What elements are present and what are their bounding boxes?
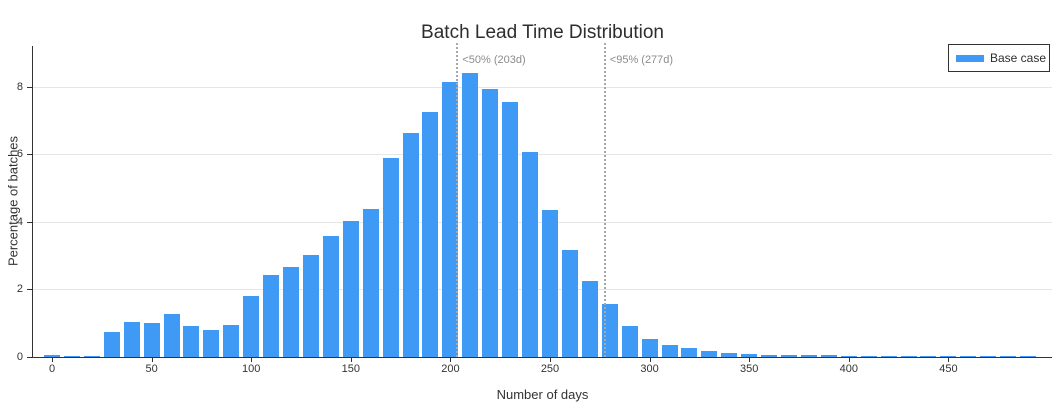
histogram-bar[interactable]: [960, 356, 977, 357]
y-tick-label: 0: [16, 351, 23, 363]
histogram-bar[interactable]: [522, 152, 539, 357]
x-tick-mark: [151, 357, 153, 362]
x-tick-label: 350: [740, 363, 759, 375]
x-tick-label: 200: [441, 363, 460, 375]
histogram-bar[interactable]: [223, 324, 240, 357]
histogram-bar[interactable]: [382, 157, 399, 357]
legend-swatch: [956, 54, 984, 62]
histogram-bar[interactable]: [83, 355, 100, 357]
histogram-bar[interactable]: [741, 354, 758, 357]
x-tick-label: 450: [939, 363, 958, 375]
histogram-bar[interactable]: [940, 356, 957, 357]
histogram-bar[interactable]: [800, 355, 817, 357]
histogram-bar[interactable]: [641, 339, 658, 357]
histogram-bar[interactable]: [422, 111, 439, 357]
y-tick-mark: [27, 357, 32, 358]
histogram-bar[interactable]: [442, 81, 459, 357]
histogram-bar[interactable]: [621, 325, 638, 357]
histogram-bar[interactable]: [820, 355, 837, 357]
y-gridline: [33, 154, 1052, 156]
x-tick-mark: [52, 357, 53, 362]
histogram-bar[interactable]: [263, 274, 280, 357]
x-tick-mark: [749, 357, 751, 362]
y-tick-mark: [27, 86, 32, 88]
histogram-bar[interactable]: [701, 351, 718, 357]
percentile-marker-line: [456, 43, 459, 357]
percentile-annotation: <95% (277d): [609, 54, 674, 66]
x-tick-label: 50: [145, 363, 158, 375]
histogram-bar[interactable]: [761, 354, 778, 357]
histogram-bar[interactable]: [44, 355, 60, 357]
x-axis-title: Number of days: [496, 387, 589, 402]
x-tick-label: 250: [540, 363, 560, 375]
histogram-bar[interactable]: [502, 101, 519, 357]
histogram-bar[interactable]: [302, 254, 319, 357]
histogram-bar[interactable]: [980, 356, 997, 357]
percentile-marker-line: [603, 43, 606, 357]
histogram-bar[interactable]: [721, 353, 738, 357]
histogram-bar[interactable]: [482, 88, 499, 357]
histogram-bar[interactable]: [1000, 356, 1017, 357]
x-tick-label: 400: [839, 363, 858, 375]
y-tick-label: 8: [16, 80, 23, 93]
y-tick-label: 2: [16, 283, 23, 296]
y-tick-mark: [27, 289, 32, 291]
histogram-bar[interactable]: [143, 323, 160, 357]
histogram-bar[interactable]: [920, 356, 937, 357]
histogram-bar[interactable]: [103, 331, 120, 357]
x-tick-label: 300: [640, 363, 659, 375]
chart-title: Batch Lead Time Distribution: [421, 22, 664, 43]
histogram-bar[interactable]: [880, 356, 897, 357]
x-tick-mark: [350, 357, 352, 362]
x-tick-mark: [450, 357, 452, 362]
histogram-bar[interactable]: [63, 355, 80, 357]
histogram-bar[interactable]: [542, 209, 558, 357]
histogram-bar[interactable]: [681, 347, 698, 357]
y-tick-label: 6: [16, 148, 23, 161]
histogram-bar[interactable]: [781, 355, 798, 357]
histogram-bar[interactable]: [203, 329, 220, 357]
histogram-bar[interactable]: [183, 325, 200, 357]
y-gridline: [33, 86, 1052, 88]
histogram-bar[interactable]: [283, 267, 300, 357]
histogram-bar[interactable]: [900, 356, 917, 357]
histogram-bar[interactable]: [840, 356, 857, 357]
histogram-bar[interactable]: [860, 356, 877, 357]
y-tick-mark: [27, 221, 32, 223]
plot-area: 0 50 100 150 200 250 300 350 400 450 0 2 4 6 8 <50% (20…: [17, 43, 1052, 375]
y-axis-title: Percentage of batches: [5, 135, 21, 267]
histogram-bar[interactable]: [581, 280, 598, 357]
y-tick-mark: [27, 154, 32, 156]
histogram-bar[interactable]: [661, 344, 678, 357]
legend-label: Base case: [990, 51, 1047, 65]
y-tick-label: 4: [16, 215, 23, 228]
percentile-annotation: <50% (203d): [462, 54, 526, 66]
x-tick-label: 150: [341, 363, 360, 375]
x-tick-label: 0: [48, 363, 56, 375]
histogram-bar[interactable]: [243, 296, 260, 357]
x-tick-mark: [251, 357, 253, 362]
x-tick-mark: [948, 357, 950, 362]
histogram-bar[interactable]: [1020, 356, 1037, 357]
histogram-bar[interactable]: [362, 208, 379, 357]
x-tick-mark: [550, 357, 551, 362]
histogram-bar[interactable]: [402, 132, 419, 357]
histogram-bar[interactable]: [163, 314, 180, 357]
histogram-bar[interactable]: [342, 221, 359, 357]
legend[interactable]: Base case: [948, 44, 1050, 72]
x-tick-mark: [848, 357, 850, 362]
x-tick-label: 100: [242, 363, 261, 375]
histogram-bar[interactable]: [561, 249, 578, 357]
histogram-bar[interactable]: [322, 236, 339, 357]
histogram-bar[interactable]: [462, 73, 479, 357]
histogram-bar[interactable]: [123, 321, 140, 357]
x-tick-mark: [649, 357, 651, 362]
